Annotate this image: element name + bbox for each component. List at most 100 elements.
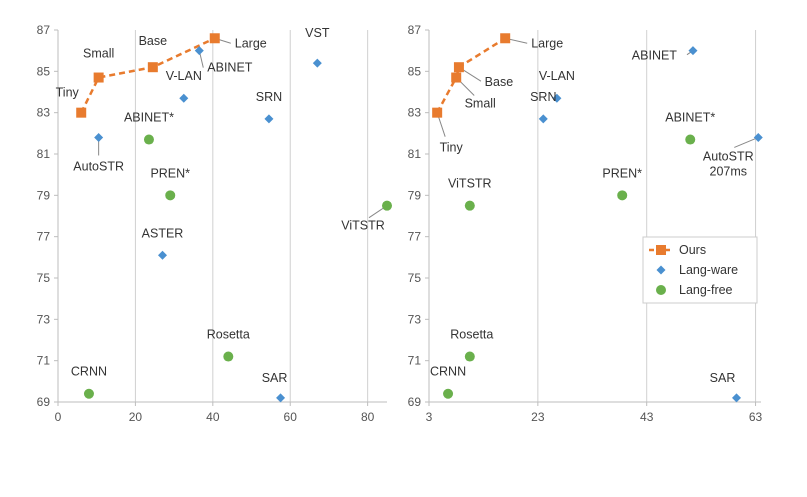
x-tick-label: 40: [206, 410, 220, 424]
point-abinet-: [143, 134, 154, 145]
y-tick-label: 87: [408, 23, 422, 37]
point-pren-: [617, 190, 628, 201]
series-lang-free: ABINET* PREN* ViTSTR Rosetta CRNN: [71, 111, 392, 399]
y-tick-label: 71: [408, 354, 422, 368]
y-tick-label: 75: [408, 271, 422, 285]
point-large: [500, 33, 511, 44]
legend-marker-lang-free: [656, 285, 666, 295]
point-v-lan: [179, 93, 189, 103]
legend-label-lang-ware: Lang-ware: [679, 263, 738, 277]
point-base: [453, 62, 464, 73]
series-lang-free: ABINET* PREN* ViTSTR Rosetta CRNN: [430, 111, 715, 399]
point-label-v-lan: V-LAN: [166, 69, 202, 83]
point-label-base: Base: [139, 34, 168, 48]
y-tick-label: 85: [408, 64, 422, 78]
y-tick-label: 69: [37, 395, 51, 409]
point-label-aster: ASTER: [142, 226, 184, 240]
x-tick-label: 43: [640, 410, 654, 424]
point-label-vitstr: ViTSTR: [448, 177, 492, 191]
point-autostr: [94, 132, 104, 142]
chart-panel-2: 69 71 73 75 77 79 81 83 85 87 3 23 43 63 Tiny Small Base…: [408, 23, 763, 424]
point-label-crnn: CRNN: [430, 365, 466, 379]
point-base: [147, 62, 158, 73]
point-small: [93, 72, 104, 83]
series-ours: Tiny Small Base Large: [56, 33, 267, 118]
point-label-pren-: PREN*: [602, 166, 642, 180]
legend-label-lang-free: Lang-free: [679, 283, 733, 297]
point-aster: [158, 250, 168, 260]
point-label-rosetta: Rosetta: [450, 328, 493, 342]
x-tick-label: 20: [129, 410, 143, 424]
point-label-tiny: Tiny: [440, 141, 464, 155]
point-label-pren-: PREN*: [150, 166, 190, 180]
point-rosetta: [464, 351, 475, 362]
y-tick-label: 75: [37, 271, 51, 285]
x-tick-label: 60: [284, 410, 298, 424]
y-tick-label: 81: [408, 147, 422, 161]
chart-panel-1: 69 71 73 75 77 79 81 83 85 87 0 20 40 60 80 Tiny Small Ba…: [37, 23, 392, 424]
y-tick-label: 81: [37, 147, 51, 161]
legend-marker-lang-ware: [656, 265, 666, 275]
series-lang-ware: ABINET V-LAN SRN AutoSTR 207ms SAR: [530, 46, 763, 403]
point-vitstr: [464, 200, 475, 211]
point-abinet-: [685, 134, 696, 145]
point-abinet: [194, 46, 204, 56]
point-v-lan: [552, 93, 562, 103]
point-label-large: Large: [531, 36, 563, 50]
point-label-base: Base: [485, 75, 514, 89]
point-label-srn: SRN: [256, 90, 282, 104]
point-sar: [732, 393, 742, 403]
legend-marker-ours: [656, 245, 666, 255]
point-sar: [276, 393, 286, 403]
point-label-tiny: Tiny: [56, 86, 80, 100]
x-tick-label: 23: [531, 410, 545, 424]
y-tick-label: 83: [408, 106, 422, 120]
y-tick-label: 73: [408, 312, 422, 326]
legend-label-ours: Ours: [679, 243, 706, 257]
y-tick-label: 83: [37, 106, 51, 120]
x-tick-label: 80: [361, 410, 375, 424]
y-tick-label: 87: [37, 23, 51, 37]
point-label-sar: SAR: [710, 371, 736, 385]
point-label-abinet-: ABINET*: [124, 111, 174, 125]
point-srn: [538, 114, 548, 124]
point-crnn: [83, 388, 94, 399]
y-tick-label: 77: [37, 230, 51, 244]
y-tick-label: 69: [408, 395, 422, 409]
point-label-crnn: CRNN: [71, 365, 107, 379]
y-tick-label: 71: [37, 354, 51, 368]
point-tiny: [76, 107, 87, 118]
point-srn: [264, 114, 274, 124]
series-lang-ware: AutoSTR ABINET V-LAN VST SRN ASTER SAR: [73, 26, 330, 403]
point-label-small: Small: [83, 47, 114, 61]
point-label-srn: SRN: [530, 90, 556, 104]
point-autostr-207ms: [753, 132, 763, 142]
point-label-vitstr: ViTSTR: [341, 219, 385, 233]
point-label-abinet: ABINET: [632, 49, 678, 63]
point-label-sar: SAR: [262, 371, 288, 385]
point-label-abinet: ABINET: [207, 61, 253, 75]
point-label-line: AutoSTR: [703, 149, 754, 163]
y-tick-label: 85: [37, 64, 51, 78]
point-label-autostr: AutoSTR: [73, 159, 124, 173]
point-tiny: [432, 107, 443, 118]
legend: Ours Lang-ware Lang-free: [642, 236, 758, 304]
point-vst: [312, 58, 322, 68]
point-rosetta: [223, 351, 234, 362]
y-tick-label: 79: [37, 188, 51, 202]
x-tick-label: 0: [55, 410, 62, 424]
point-crnn: [443, 388, 454, 399]
y-tick-label: 73: [37, 312, 51, 326]
point-abinet: [688, 46, 698, 56]
point-label-vst: VST: [305, 26, 330, 40]
point-label-rosetta: Rosetta: [207, 328, 250, 342]
x-tick-label: 63: [749, 410, 763, 424]
point-pren-: [165, 190, 176, 201]
y-tick-label: 79: [408, 188, 422, 202]
series-line-ours: [436, 37, 506, 114]
point-label-large: Large: [235, 36, 267, 50]
point-vitstr: [382, 200, 392, 211]
y-tick-label: 77: [408, 230, 422, 244]
